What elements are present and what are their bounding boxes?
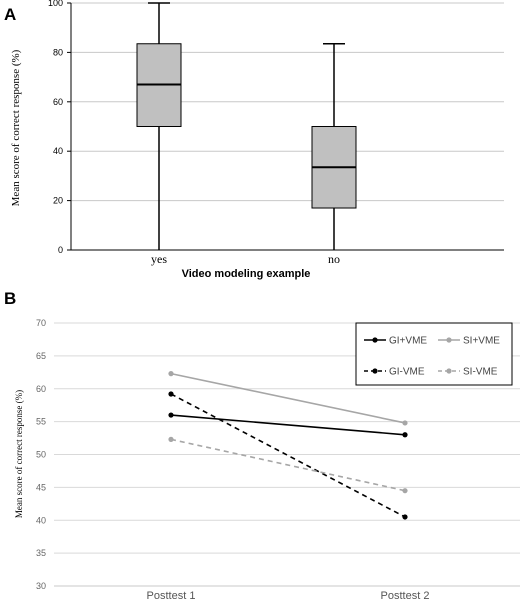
panel-letter-a: A — [4, 5, 16, 24]
legend-item: GI-VME — [364, 367, 425, 378]
y-tick-label: 60 — [36, 384, 46, 394]
data-point — [168, 412, 174, 418]
legend-swatch-marker — [372, 337, 378, 343]
y-tick-label: 100 — [48, 0, 63, 8]
legend-swatch-marker — [446, 337, 452, 343]
y-tick-label: 65 — [36, 351, 46, 361]
data-point — [168, 391, 174, 397]
series-line — [170, 372, 406, 424]
x-category-label: no — [328, 252, 340, 266]
box-no — [311, 43, 357, 250]
series-line — [170, 438, 406, 492]
y-tick-label: 50 — [36, 450, 46, 460]
panel-a: A 0 20 40 60 80 100 yes no Video modeling exam… — [4, 0, 504, 280]
panel-letter-b: B — [4, 289, 16, 308]
y-tick-label: 80 — [53, 47, 63, 57]
legend-box — [355, 322, 513, 386]
y-axis-label-b: Mean score of correct response (%) — [14, 390, 24, 518]
y-tick-label: 40 — [36, 515, 46, 525]
legend: GI+VME SI+VME GI-VME SI-VME — [355, 322, 513, 386]
legend-swatch-marker — [372, 368, 378, 374]
legend-swatch-marker — [446, 368, 452, 374]
y-tick-label: 30 — [36, 581, 46, 591]
series-line — [170, 393, 406, 518]
series-gi-vme — [168, 391, 408, 520]
y-tick-label: 60 — [53, 97, 63, 107]
legend-item: SI-VME — [438, 367, 498, 378]
y-tick-label: 70 — [36, 318, 46, 328]
legend-label: SI-VME — [463, 367, 498, 378]
data-point — [402, 514, 408, 520]
data-point — [168, 436, 174, 442]
x-category-label: yes — [151, 252, 167, 266]
y-tick-label: 55 — [36, 417, 46, 427]
y-axis-label: Mean score of correct response (%) — [10, 49, 22, 206]
panel-b: B 30 35 40 45 50 55 60 65 70 Posttest 1 Posttest … — [4, 289, 520, 602]
series-si-vme — [168, 436, 408, 494]
y-tick-label: 45 — [36, 482, 46, 492]
box-yes — [136, 2, 182, 250]
series-gi-vme — [168, 412, 408, 438]
y-tick-label: 40 — [53, 146, 63, 156]
legend-label: SI+VME — [463, 336, 500, 347]
y-tick-label: 35 — [36, 548, 46, 558]
y-tick-label: 0 — [58, 245, 63, 255]
legend-label: GI+VME — [389, 336, 427, 347]
series-si-vme — [168, 371, 408, 426]
y-tick-label: 20 — [53, 196, 63, 206]
x-category-label: Posttest 1 — [147, 590, 196, 602]
data-point — [402, 420, 408, 426]
series-line — [170, 414, 406, 436]
data-point — [168, 371, 174, 377]
legend-item: SI+VME — [438, 336, 500, 347]
legend-label: GI-VME — [389, 367, 425, 378]
legend-item: GI+VME — [364, 336, 427, 347]
x-category-label: Posttest 2 — [381, 590, 430, 602]
data-point — [402, 488, 408, 494]
data-point — [402, 432, 408, 438]
x-axis-label: Video modeling example — [182, 268, 311, 280]
